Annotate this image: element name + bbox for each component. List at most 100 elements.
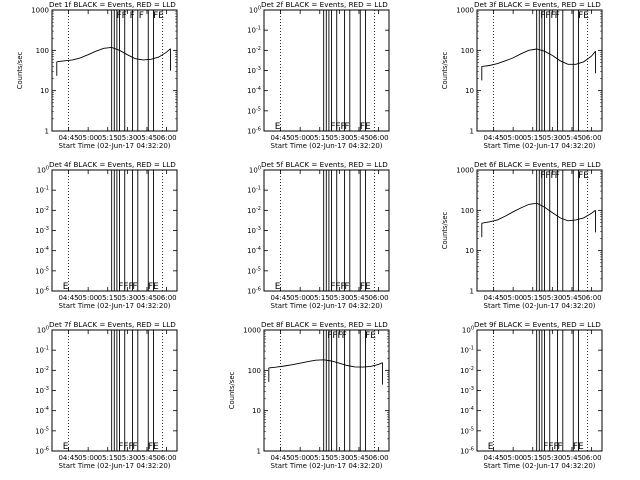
x-tick-label: 05:45 [349,294,369,302]
y-axis-label: Counts/sec [441,212,449,250]
events-series-line [268,359,383,369]
flag-letters-bottom: F [344,122,349,132]
x-tick-label: 05:00 [290,294,310,302]
y-tick-label: 10-1 [460,346,474,355]
x-tick-label: 05:00 [78,454,98,462]
x-axis-label: Start Time (02-Jun-17 04:32:20) [271,142,383,150]
x-tick-label: 06:00 [581,294,601,302]
x-tick-label: 05:30 [117,454,137,462]
y-axis-label: Counts/sec [228,372,236,410]
det-panel-1: Det 1f BLACK = Events, RED = LLD 1 10 100 10… [16,0,178,150]
x-tick-label: 05:45 [562,454,582,462]
x-tick-label: 06:00 [368,134,388,142]
flag-letters-top: FF [117,11,127,21]
x-tick-label: 05:15 [98,454,118,462]
x-tick-label: 04:45 [483,134,503,142]
x-tick-label: 05:30 [542,454,562,462]
x-tick-label: 05:30 [329,294,349,302]
x-tick-label: 06:00 [368,454,388,462]
y-tick-label: 100 [249,6,261,15]
x-tick-label: 05:30 [329,134,349,142]
flag-letters-top: F [555,171,560,181]
flag-letters-bottom: F [132,442,137,452]
y-tick-label: 1000 [456,167,474,175]
y-tick-label: 10-1 [35,346,49,355]
y-tick-label: 10-1 [247,26,261,35]
x-tick-label: 05:15 [310,454,330,462]
x-tick-label: 05:45 [562,134,582,142]
y-tick-label: 10-2 [35,366,49,375]
y-tick-label: 10-2 [460,366,474,375]
flag-letters-bottom: FE [360,122,371,132]
x-tick-label: 05:30 [542,134,562,142]
x-axis-label: Start Time (02-Jun-17 04:32:20) [59,142,171,150]
x-axis-label: Start Time (02-Jun-17 04:32:20) [484,302,596,310]
y-tick-label: 1 [470,288,474,296]
flag-letters-top: FFF [540,11,556,21]
y-tick-label: 10-6 [247,127,261,136]
flag-letters-bottom: E [63,282,69,292]
x-tick-label: 06:00 [156,294,176,302]
y-tick-label: 10-2 [247,46,261,55]
flag-letters-top: F [130,11,135,21]
flag-letters-top: FE [578,171,589,181]
y-tick-label: 10-1 [35,186,49,195]
y-tick-label: 100 [37,166,49,175]
x-tick-label: 05:15 [310,134,330,142]
y-tick-label: 1000 [456,7,474,15]
det-panel-3: Det 3f BLACK = Events, RED = LLD 1 10 100 10… [441,0,603,150]
x-tick-label: 05:15 [98,294,118,302]
x-tick-label: 05:45 [137,294,157,302]
x-tick-label: 05:15 [523,454,543,462]
y-tick-label: 10 [252,407,261,415]
y-tick-label: 1 [470,128,474,136]
x-tick-label: 04:45 [270,294,290,302]
x-tick-label: 06:00 [581,454,601,462]
flag-letters-top: F [342,331,347,341]
x-tick-label: 05:45 [137,454,157,462]
x-tick-label: 04:45 [483,294,503,302]
y-tick-label: 100 [248,367,261,375]
x-axis-label: Start Time (02-Jun-17 04:32:20) [271,462,383,470]
y-tick-label: 10-3 [35,226,49,235]
x-tick-label: 05:15 [523,294,543,302]
y-tick-label: 10 [465,247,474,255]
det-panel-6: Det 6f BLACK = Events, RED = LLD 1 10 100 10… [441,160,603,310]
x-tick-label: 05:30 [117,134,137,142]
y-tick-label: 10-6 [247,287,261,296]
events-series-line [481,48,596,67]
y-tick-label: 10-4 [460,406,474,415]
x-tick-label: 05:00 [290,134,310,142]
x-tick-label: 05:15 [310,294,330,302]
x-axis-label: Start Time (02-Jun-17 04:32:20) [59,462,171,470]
y-tick-label: 10-5 [247,266,261,275]
flag-letters-bottom: E [275,282,281,292]
flag-letters-bottom: E [488,442,494,452]
x-tick-label: 05:30 [542,294,562,302]
x-tick-label: 04:45 [270,454,290,462]
y-tick-label: 10-2 [247,206,261,215]
panel-title: Det 2f BLACK = Events, RED = LLD [261,0,388,9]
x-tick-label: 04:45 [58,134,78,142]
x-tick-label: 06:00 [156,134,176,142]
x-axis-label: Start Time (02-Jun-17 04:32:20) [484,142,596,150]
panel-title: Det 5f BLACK = Events, RED = LLD [261,160,388,169]
x-tick-label: 05:30 [329,454,349,462]
flag-letters-top: FFF [327,331,343,341]
y-tick-label: 100 [462,326,474,335]
y-tick-label: 10-4 [247,246,261,255]
x-tick-label: 04:45 [58,294,78,302]
flag-letters-bottom: FE [360,282,371,292]
flag-letters-bottom: FFF [543,442,559,452]
y-tick-label: 1 [257,448,261,456]
flag-letters-bottom: E [275,122,281,132]
flag-letters-top: FFF [540,171,556,181]
x-tick-label: 05:45 [349,134,369,142]
flag-letters-bottom: F [132,282,137,292]
x-tick-label: 05:15 [523,134,543,142]
events-series-line [481,202,596,224]
